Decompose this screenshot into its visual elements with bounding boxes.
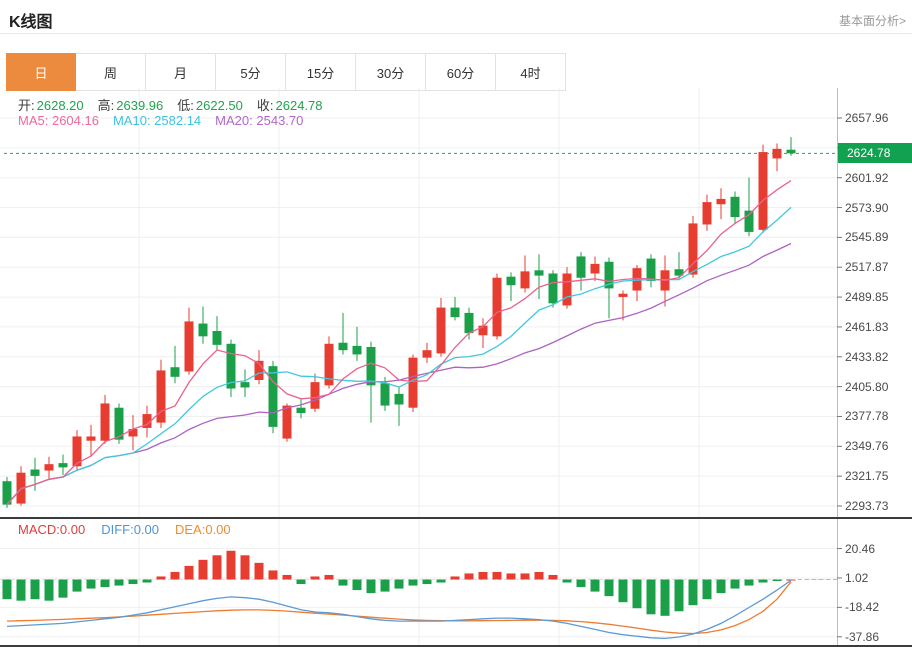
tab-5min[interactable]: 5分 (216, 53, 286, 91)
macd-axis-tick: 20.46 (845, 541, 876, 556)
macd-axis-tick: -18.42 (845, 600, 880, 615)
price-axis-tick: 2517.87 (845, 260, 889, 275)
tab-4hour[interactable]: 4时 (496, 53, 566, 91)
interval-tab-bar: 日 周 月 5分 15分 30分 60分 4时 (6, 53, 566, 91)
price-axis-tick: 2405.80 (845, 379, 889, 394)
price-axis-tick: 2321.75 (845, 469, 889, 484)
price-axis-tick: 2573.90 (845, 200, 889, 215)
page-title: K线图 (9, 14, 53, 31)
ma20-readout: MA20: 2543.70 (215, 113, 304, 128)
price-axis-tick: 2349.76 (845, 439, 889, 454)
price-axis-tick: 2657.96 (845, 111, 889, 125)
top-bar: K线图 基本面分析> (0, 0, 912, 33)
ma10-readout: MA10: 2582.14 (112, 113, 202, 128)
high-readout: 高: 2639.96 (97, 98, 164, 113)
header-divider (0, 33, 912, 34)
tab-month[interactable]: 月 (146, 53, 216, 91)
tab-day[interactable]: 日 (6, 53, 76, 91)
diff-value: DIFF:0.00 (101, 522, 159, 537)
ma-readout: MA5: 2604.16 MA10: 2582.14 MA20: 2543.70 (18, 113, 303, 128)
ohlc-readout: 开: 2628.20 高: 2639.96 低: 2622.50 收: 2624.78 (18, 95, 323, 114)
macd-axis-tick: -37.86 (845, 629, 880, 644)
price-axis-tick: 2433.82 (845, 349, 889, 364)
fundamental-analysis-link[interactable]: 基本面分析> (838, 14, 906, 28)
price-axis-tick: 2293.73 (845, 499, 889, 513)
macd-value: MACD:0.00 (18, 522, 86, 537)
price-axis-tick: 2377.78 (845, 409, 889, 424)
macd-readout: MACD:0.00 DIFF:0.00 DEA:0.00 (18, 522, 231, 537)
price-axis-tick: 2545.89 (845, 230, 889, 245)
chart-area[interactable]: 开: 2628.20 高: 2639.96 低: 2622.50 收: 2624.78 … (0, 88, 912, 647)
low-readout: 低: 2622.50 (177, 98, 243, 113)
current-price-tag: 2624.78 (838, 143, 912, 164)
candlestick-macd-canvas (0, 88, 912, 647)
tab-60min[interactable]: 60分 (426, 53, 496, 91)
tab-15min[interactable]: 15分 (286, 53, 356, 91)
price-axis-tick: 2601.92 (845, 170, 889, 185)
price-axis-tick: 2461.83 (845, 319, 889, 334)
close-readout: 收: 2624.78 (256, 98, 323, 113)
dea-value: DEA:0.00 (175, 522, 231, 537)
tab-week[interactable]: 周 (76, 53, 146, 91)
tab-30min[interactable]: 30分 (356, 53, 426, 91)
macd-axis-tick: 1.02 (845, 570, 869, 585)
ma5-readout: MA5: 2604.16 (18, 113, 99, 128)
open-readout: 开: 2628.20 (18, 98, 84, 113)
price-axis-tick: 2489.85 (845, 290, 889, 305)
